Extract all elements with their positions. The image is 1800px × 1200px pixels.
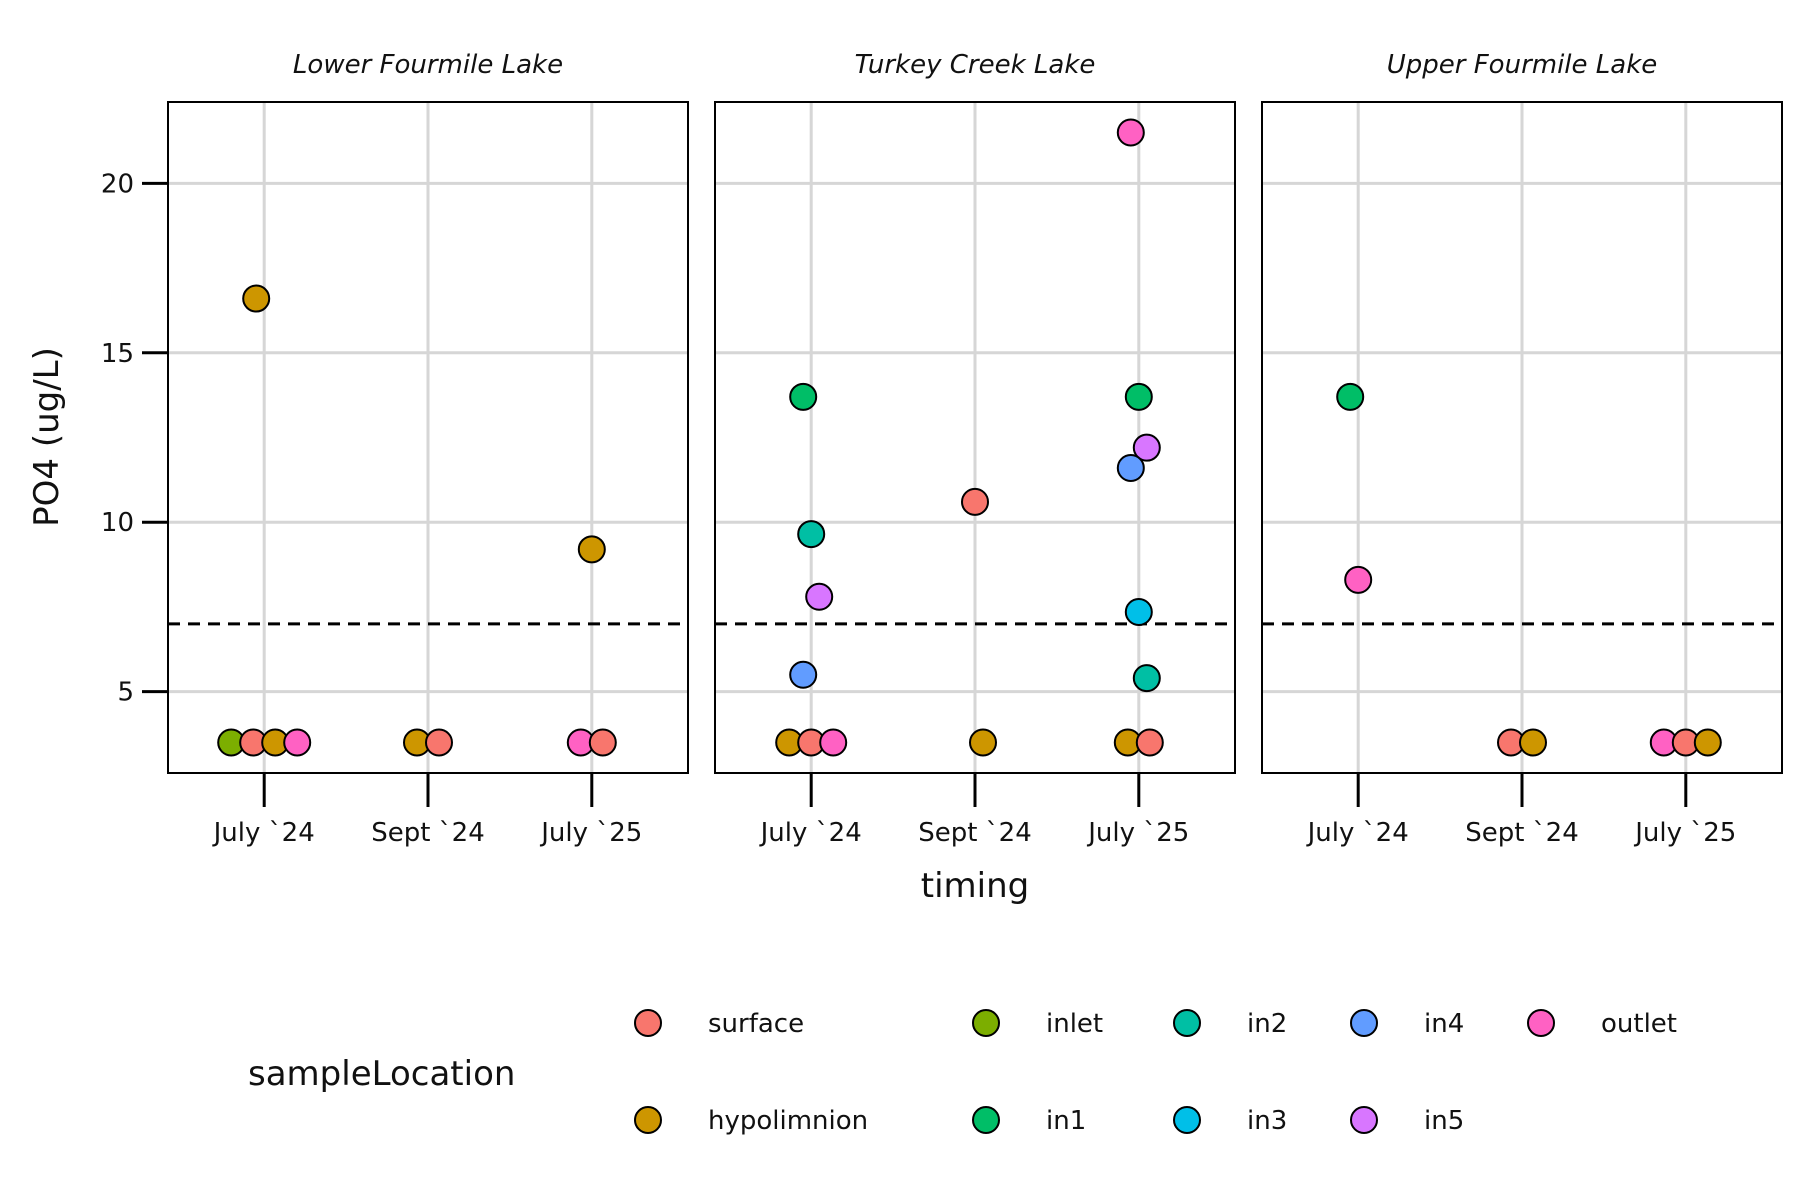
data-point-in5 xyxy=(1132,433,1161,462)
data-point-in2 xyxy=(1132,664,1161,693)
data-point-surface xyxy=(1135,728,1164,757)
x-tick-label: July `25 xyxy=(539,818,642,848)
data-point-outlet xyxy=(283,728,312,757)
legend-label-surface: surface xyxy=(708,1009,804,1039)
panel-border xyxy=(1261,101,1783,774)
data-point-surface xyxy=(961,487,989,516)
data-point-outlet xyxy=(1344,565,1373,594)
y-tick-label: 15 xyxy=(101,339,134,369)
data-point-in3 xyxy=(1124,598,1153,627)
data-point-hypolimnion xyxy=(242,284,271,313)
legend-label-in5: in5 xyxy=(1424,1106,1464,1136)
legend-key-in4 xyxy=(1350,1009,1378,1037)
x-tick-label: Sept `24 xyxy=(371,818,485,848)
data-point-hypolimnion xyxy=(577,535,606,564)
data-point-in1 xyxy=(789,382,818,411)
legend-key-outlet xyxy=(1527,1009,1555,1037)
x-tick-label: July `25 xyxy=(1633,818,1736,848)
y-axis-title: PO4 (ug/L) xyxy=(27,347,67,527)
y-tick-label: 5 xyxy=(117,678,134,708)
panel-border xyxy=(167,101,689,774)
legend-label-hypolimnion: hypolimnion xyxy=(708,1106,868,1136)
x-axis-title: timing xyxy=(921,866,1029,906)
data-point-in1 xyxy=(1336,382,1365,411)
legend-key-in5 xyxy=(1350,1106,1378,1134)
legend-label-in1: in1 xyxy=(1046,1106,1086,1136)
data-point-surface xyxy=(425,728,453,757)
x-tick-label: Sept `24 xyxy=(1465,818,1579,848)
legend-key-in2 xyxy=(1173,1009,1201,1037)
data-point-in4 xyxy=(1116,454,1145,482)
legend-key-in1 xyxy=(972,1106,1000,1134)
facet-title: Turkey Creek Lake xyxy=(855,50,1096,80)
data-point-hypolimnion xyxy=(1693,728,1722,757)
data-point-hypolimnion xyxy=(1519,728,1547,757)
data-point-in1 xyxy=(1124,382,1153,411)
facet-title: Upper Fourmile Lake xyxy=(1387,50,1658,80)
x-tick-label: Sept `24 xyxy=(918,818,1032,848)
legend-label-in4: in4 xyxy=(1424,1009,1464,1039)
legend-key-inlet xyxy=(972,1009,1000,1037)
x-tick-label: July `24 xyxy=(212,818,315,848)
legend-key-surface xyxy=(634,1009,662,1037)
legend-label-in2: in2 xyxy=(1247,1009,1287,1039)
legend-key-hypolimnion xyxy=(634,1106,662,1134)
y-tick-label: 10 xyxy=(101,508,134,538)
legend-label-in3: in3 xyxy=(1247,1106,1287,1136)
data-point-outlet xyxy=(819,728,848,757)
facet-title: Lower Fourmile Lake xyxy=(293,50,563,80)
legend-key-in3 xyxy=(1173,1106,1201,1134)
data-point-in5 xyxy=(805,582,834,611)
x-tick-label: July `24 xyxy=(1306,818,1409,848)
x-tick-label: July `24 xyxy=(759,818,862,848)
data-point-outlet xyxy=(1116,118,1145,147)
data-point-hypolimnion xyxy=(969,728,997,757)
data-point-in2 xyxy=(797,520,826,549)
x-tick-label: July `25 xyxy=(1086,818,1189,848)
y-tick-label: 20 xyxy=(101,169,134,199)
legend-label-outlet: outlet xyxy=(1601,1009,1677,1039)
data-point-in4 xyxy=(789,660,818,689)
legend-title: sampleLocation xyxy=(248,1054,515,1094)
legend-label-inlet: inlet xyxy=(1046,1009,1103,1039)
data-point-surface xyxy=(588,728,617,757)
panel-border xyxy=(714,101,1236,774)
